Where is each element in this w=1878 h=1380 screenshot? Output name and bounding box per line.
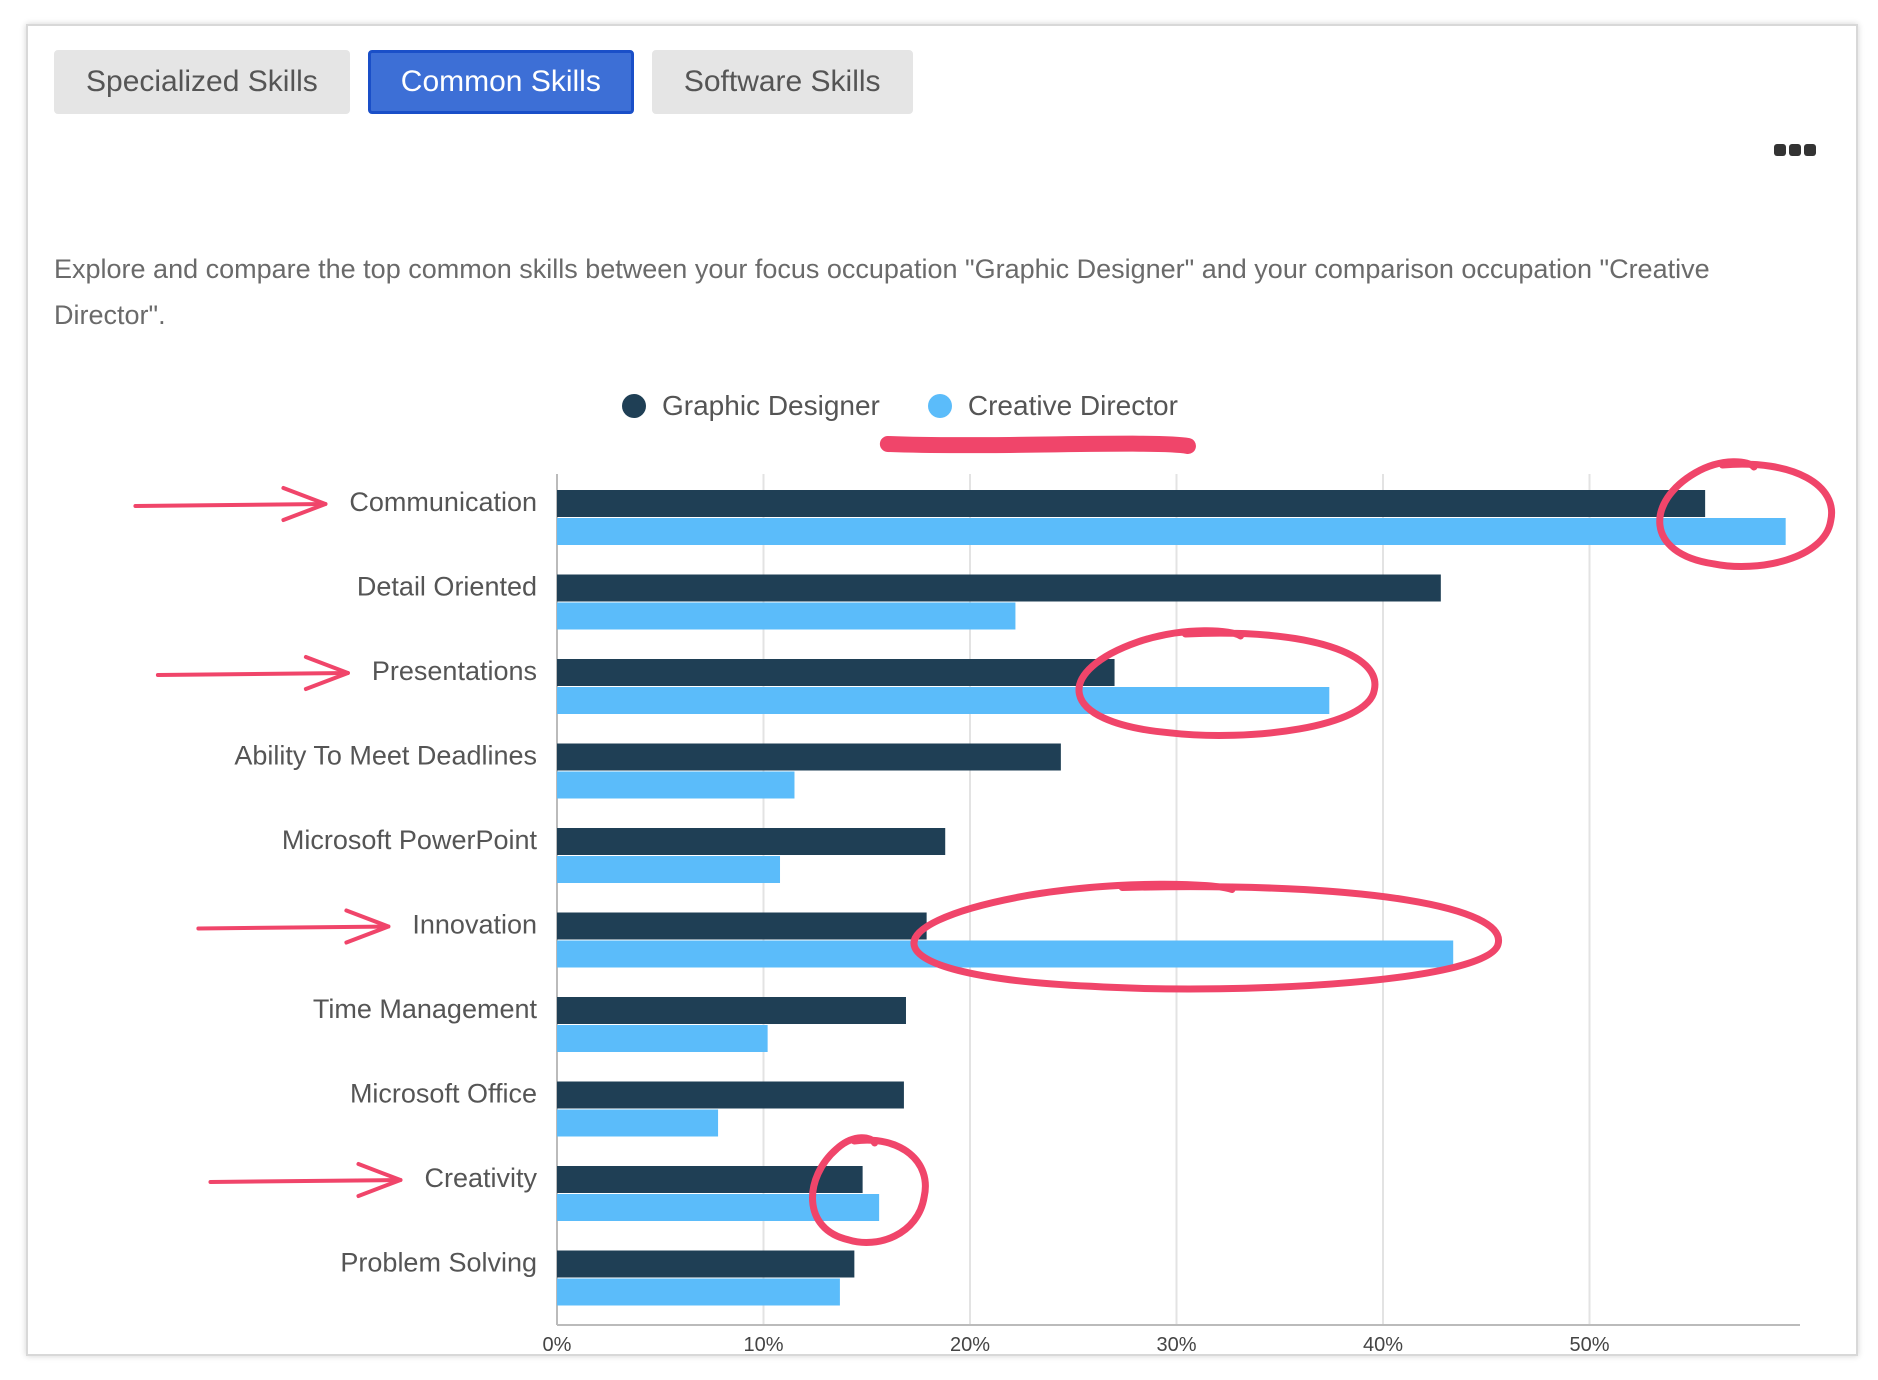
category-label: Microsoft Office [350, 1079, 537, 1109]
x-tick-label: 30% [1156, 1334, 1196, 1356]
chart-legend: Graphic Designer Creative Director [622, 390, 1226, 422]
category-label: Innovation [412, 910, 537, 940]
legend-label: Creative Director [967, 390, 1178, 421]
category-label: Presentations [372, 656, 537, 686]
x-tick-label: 50% [1569, 1334, 1609, 1356]
legend-dot-icon [622, 394, 646, 418]
ellipsis-dot [1774, 144, 1786, 156]
skill-tabs: Specialized Skills Common Skills Softwar… [54, 50, 913, 114]
category-label: Detail Oriented [357, 572, 537, 602]
category-label: Microsoft PowerPoint [282, 825, 538, 855]
category-label: Communication [349, 487, 537, 517]
ellipsis-dot [1804, 144, 1816, 156]
tab-software-skills[interactable]: Software Skills [651, 50, 913, 114]
x-tick-label: 10% [743, 1334, 783, 1356]
category-label: Time Management [313, 994, 538, 1024]
category-label: Ability To Meet Deadlines [234, 741, 537, 771]
ellipsis-dot [1789, 144, 1801, 156]
x-axis-ticks: 0% 10% 20% 30% 40% 50% [543, 1334, 1610, 1356]
x-tick-label: 20% [950, 1334, 990, 1356]
x-tick-label: 40% [1363, 1334, 1403, 1356]
skills-panel [26, 24, 1858, 1356]
legend-dot-icon [927, 394, 952, 418]
legend-item-creative-director[interactable]: Creative Director [927, 390, 1178, 422]
category-label: Problem Solving [340, 1248, 537, 1278]
chart-description: Explore and compare the top common skill… [54, 254, 1710, 330]
category-label: Creativity [424, 1163, 537, 1193]
tab-specialized-skills[interactable]: Specialized Skills [54, 50, 350, 114]
more-options-icon[interactable] [1774, 144, 1816, 156]
legend-item-graphic-designer[interactable]: Graphic Designer [622, 390, 880, 422]
x-tick-label: 0% [543, 1334, 572, 1356]
category-labels: Communication Detail Oriented Presentation… [234, 487, 537, 1278]
tab-common-skills[interactable]: Common Skills [367, 50, 634, 114]
legend-label: Graphic Designer [662, 390, 880, 421]
